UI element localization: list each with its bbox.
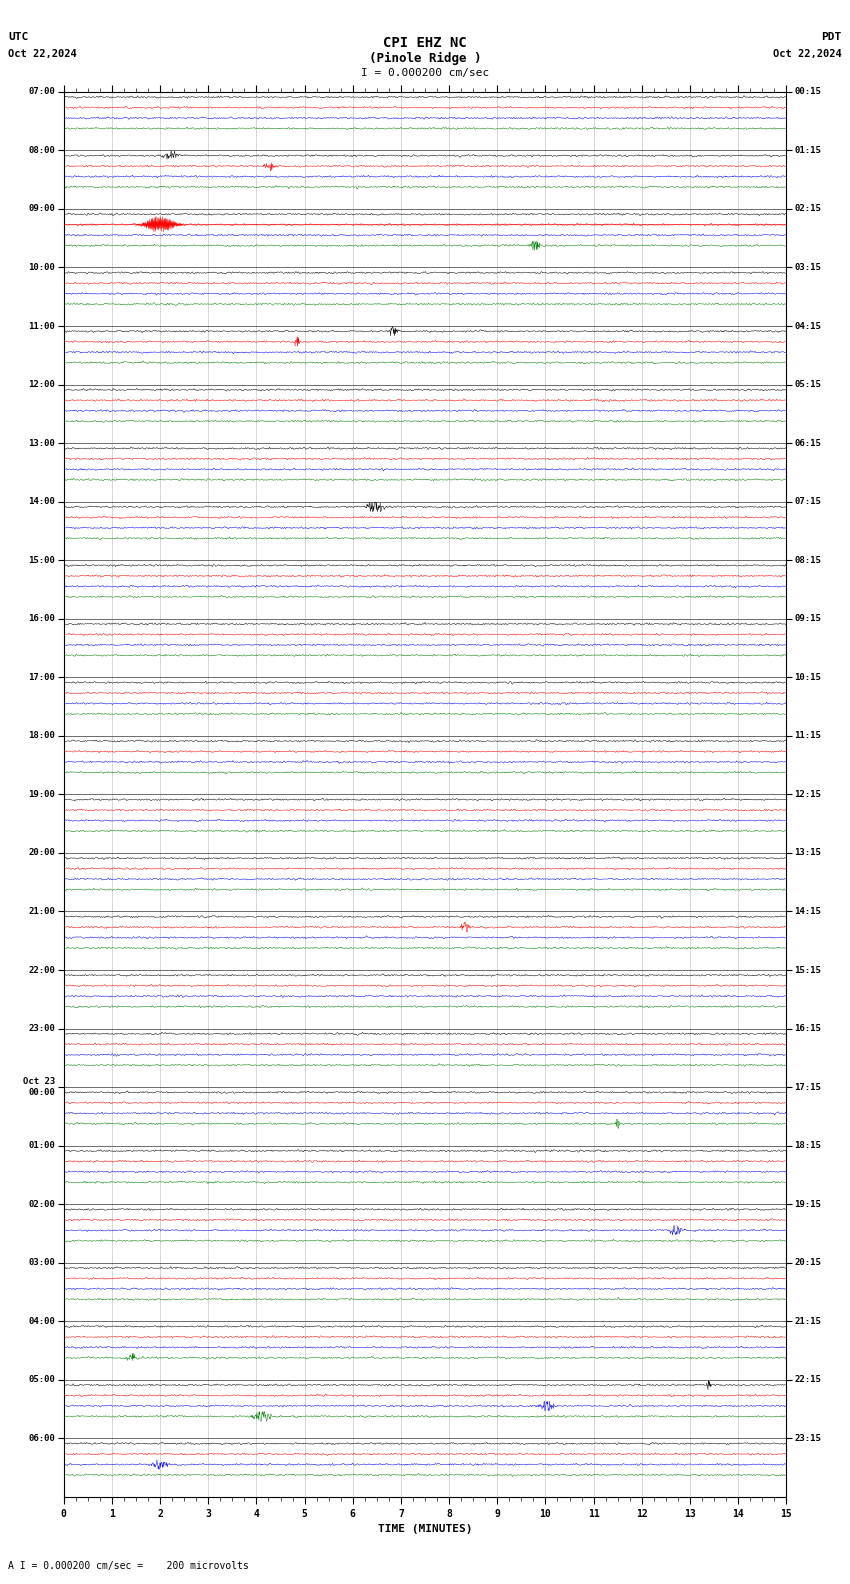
Text: Oct 22,2024: Oct 22,2024 xyxy=(773,49,842,59)
Text: Oct 22,2024: Oct 22,2024 xyxy=(8,49,77,59)
Text: A I = 0.000200 cm/sec =    200 microvolts: A I = 0.000200 cm/sec = 200 microvolts xyxy=(8,1562,249,1571)
Text: UTC: UTC xyxy=(8,32,29,41)
Text: (Pinole Ridge ): (Pinole Ridge ) xyxy=(369,52,481,65)
Text: PDT: PDT xyxy=(821,32,842,41)
Text: CPI EHZ NC: CPI EHZ NC xyxy=(383,36,467,51)
X-axis label: TIME (MINUTES): TIME (MINUTES) xyxy=(377,1524,473,1535)
Text: I = 0.000200 cm/sec: I = 0.000200 cm/sec xyxy=(361,68,489,78)
